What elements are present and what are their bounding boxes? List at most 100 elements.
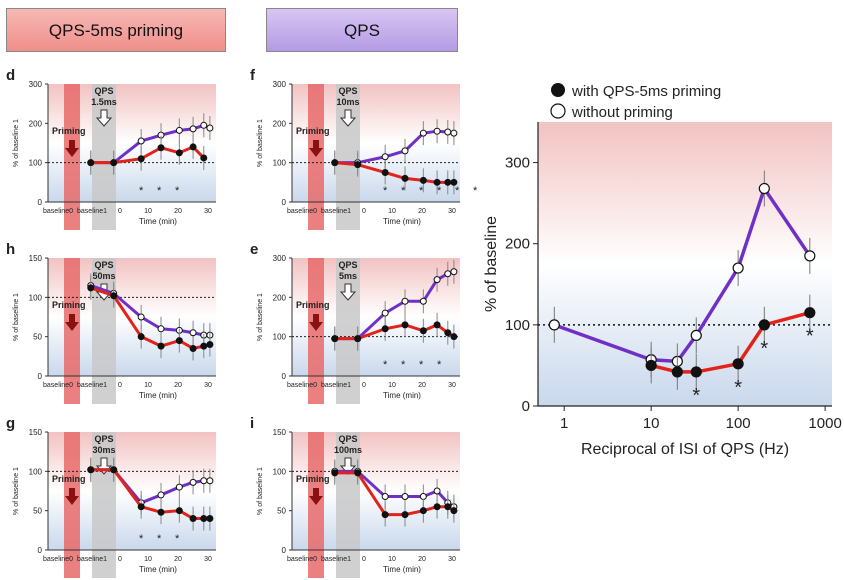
priming-arrow-icon	[65, 488, 79, 505]
primed-series-point	[354, 161, 362, 169]
unprimed-series-point	[189, 125, 197, 133]
qps-interval-label: 1.5ms	[91, 97, 117, 107]
y-tick-label: 150	[29, 254, 43, 263]
primed-series-point	[450, 507, 458, 515]
x-tick-label: 20	[418, 556, 426, 563]
legend-open-marker	[550, 103, 566, 119]
y-axis-label: % of baseline 1	[13, 293, 20, 341]
unprimed-series-point	[381, 493, 389, 501]
primed-series-point	[381, 169, 389, 176]
main-y-tick-label: 100	[505, 317, 530, 334]
unprimed-series-point	[189, 329, 197, 337]
y-tick-label: 150	[29, 428, 43, 437]
main-y-tick-label: 200	[505, 236, 530, 253]
primed-series-point	[87, 466, 95, 474]
priming-arrow-icon	[309, 140, 323, 157]
unprimed-series-point	[444, 128, 452, 136]
qps-label: QPS	[338, 434, 357, 444]
x-tick-label: 10	[144, 556, 152, 563]
legend-label-primed: with QPS-5ms priming	[571, 83, 721, 100]
x-tick-label: 30	[448, 556, 456, 563]
unprimed-series-point	[137, 137, 145, 145]
priming-label: Priming	[296, 474, 330, 484]
significance-star: *	[175, 185, 180, 197]
x-tick-label: 20	[174, 208, 182, 215]
primed-series-point	[175, 507, 183, 515]
main-primed-series-point	[804, 307, 816, 319]
unprimed-series-point	[433, 487, 441, 495]
unprimed-series-point	[401, 147, 409, 155]
primed-series-point	[331, 335, 339, 343]
qps-label: QPS	[94, 434, 113, 444]
unprimed-series-point	[444, 270, 452, 278]
x-tick-label: baseline1	[77, 208, 107, 215]
main-unprimed-series-point	[804, 250, 816, 262]
primed-series-point	[381, 325, 389, 333]
y-tick-label: 0	[282, 372, 287, 381]
panel-letter: h	[6, 241, 15, 258]
x-axis-label: Time (min)	[383, 391, 421, 400]
primed-series-point	[450, 333, 458, 341]
y-axis-label: % of baseline 1	[257, 467, 264, 515]
x-axis-label: Time (min)	[383, 217, 421, 226]
header-qps-5ms-priming: QPS-5ms priming	[6, 8, 226, 52]
panel-letter: i	[250, 415, 254, 432]
main-significance-star: *	[734, 377, 742, 399]
y-tick-label: 0	[38, 198, 43, 207]
primed-series-point	[110, 159, 118, 167]
unprimed-series-point	[206, 477, 214, 485]
main-x-tick-label: 100	[726, 415, 751, 432]
main-significance-star: *	[806, 326, 814, 348]
qps-arrow-icon	[339, 283, 357, 301]
main-unprimed-series-point	[732, 262, 744, 274]
y-tick-label: 50	[33, 507, 42, 516]
qps-interval-label: 50ms	[92, 271, 115, 281]
header-qps: QPS	[266, 8, 458, 52]
y-tick-label: 200	[273, 119, 287, 128]
primed-series-point	[206, 341, 214, 349]
primed-series-point	[419, 327, 427, 335]
x-axis-label: Time (min)	[139, 565, 177, 574]
primed-series-point	[433, 178, 441, 186]
priming-label: Priming	[296, 126, 330, 136]
x-tick-label: 30	[204, 208, 212, 215]
x-axis-label: Time (min)	[139, 391, 177, 400]
primed-series-point	[401, 321, 409, 329]
primed-series-point	[137, 503, 145, 511]
panel-letter: e	[250, 241, 258, 258]
significance-star: *	[157, 185, 162, 197]
panel-letter: f	[250, 67, 256, 84]
x-tick-label: 10	[388, 382, 396, 389]
unprimed-series-point	[381, 153, 389, 161]
qps-stim-bar	[92, 432, 116, 578]
legend-label-unprimed: without priming	[571, 104, 673, 121]
main-significance-star: *	[760, 338, 768, 360]
primed-series-point	[157, 144, 165, 152]
x-tick-label: 0	[362, 556, 366, 563]
qps-label: QPS	[338, 86, 357, 96]
x-tick-label: 10	[388, 556, 396, 563]
qps-label: QPS	[338, 260, 357, 270]
priming-arrow-icon	[309, 314, 323, 331]
primed-series-point	[206, 515, 214, 523]
primed-series-point	[200, 515, 208, 523]
main-x-tick-label: 10	[643, 415, 660, 432]
main-y-tick-label: 0	[522, 398, 530, 415]
main-x-tick-label: 1000	[808, 415, 841, 432]
x-tick-label: 0	[362, 382, 366, 389]
primed-series-point	[200, 342, 208, 350]
y-tick-label: 100	[273, 467, 287, 476]
unprimed-series-point	[175, 483, 183, 491]
unprimed-series-point	[157, 325, 165, 333]
significance-star: *	[437, 359, 442, 371]
panel-letter: g	[6, 415, 15, 432]
significance-star: *	[455, 185, 460, 197]
y-tick-label: 100	[29, 467, 43, 476]
main-primed-series-point	[732, 358, 744, 370]
unprimed-series-point	[200, 477, 208, 485]
significance-star: *	[139, 533, 144, 545]
x-tick-label: 0	[118, 208, 122, 215]
y-axis-label: % of baseline 1	[13, 467, 20, 515]
qps-interval-label: 30ms	[92, 445, 115, 455]
qps-label: QPS	[94, 86, 113, 96]
